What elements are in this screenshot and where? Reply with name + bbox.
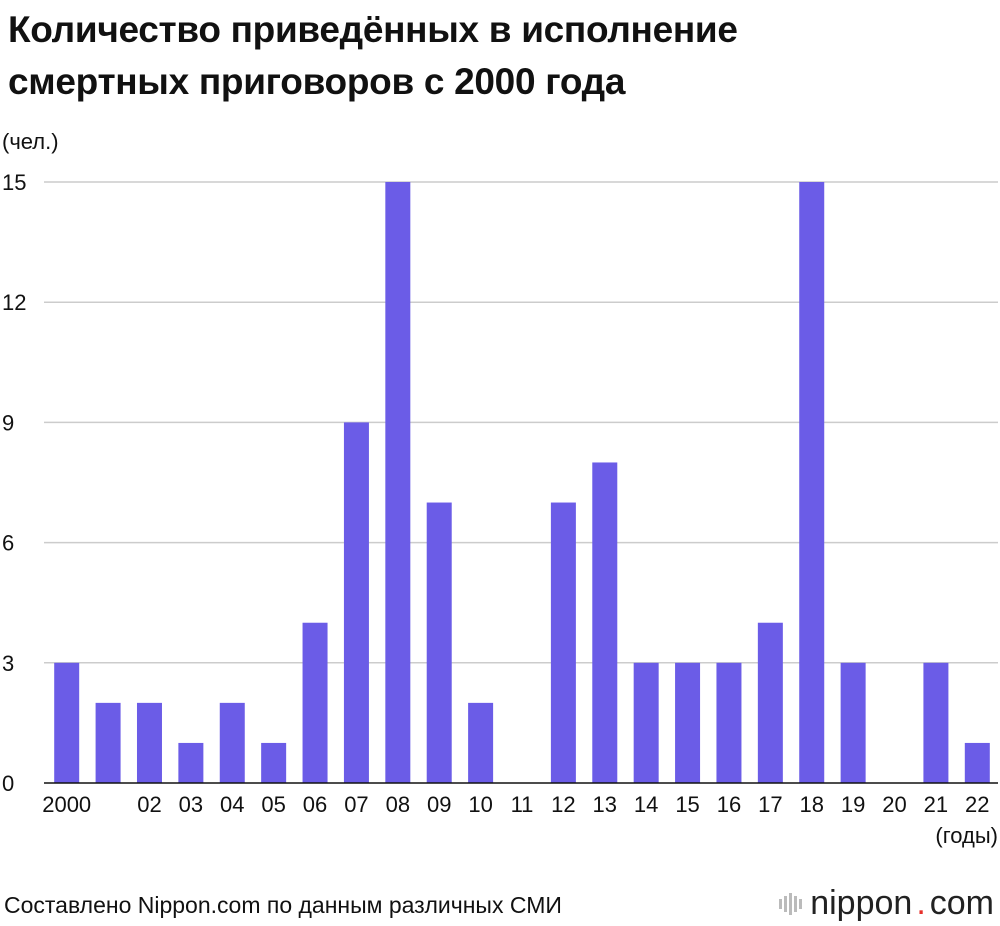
gridlines: [44, 181, 998, 664]
bar: [716, 662, 742, 783]
x-tick-label: 03: [179, 792, 203, 817]
y-axis-unit-label: (чел.): [2, 129, 59, 154]
bar: [136, 702, 162, 783]
y-tick-label: 15: [2, 170, 26, 195]
x-tick-label: 19: [841, 792, 865, 817]
x-tick-label: 12: [551, 792, 575, 817]
x-tick-label: 07: [344, 792, 368, 817]
y-tick-label: 9: [2, 410, 14, 435]
bar: [302, 622, 328, 783]
bar: [840, 662, 866, 783]
chart-title-line-2: смертных приговоров с 2000 года: [8, 61, 626, 102]
x-tick-label: 13: [593, 792, 617, 817]
bar: [385, 182, 411, 783]
bar: [426, 502, 452, 783]
bar: [219, 702, 245, 783]
x-tick-labels: 2000 02 03 04 05 06 07 08 09 10 11 12 13 14 15 16 17 18 19…: [42, 792, 989, 817]
x-tick-label: 02: [137, 792, 161, 817]
x-tick-label: 21: [924, 792, 948, 817]
x-tick-label: 11: [511, 792, 534, 817]
x-tick-label: 22: [965, 792, 989, 817]
x-tick-label: 2000: [42, 792, 91, 817]
bar: [261, 742, 287, 783]
bar: [757, 622, 783, 783]
x-tick-label: 06: [303, 792, 327, 817]
source-note: Составлено Nippon.com по данным различны…: [4, 892, 562, 918]
x-axis-unit-label: (годы): [935, 823, 998, 848]
bar: [550, 502, 576, 783]
bar: [592, 462, 618, 783]
logo-suffix: com: [929, 884, 994, 922]
bar: [923, 662, 949, 783]
x-tick-label: 08: [386, 792, 410, 817]
bar: [178, 742, 204, 783]
bar: [468, 702, 494, 783]
bar: [54, 662, 80, 783]
y-tick-label: 0: [2, 771, 14, 796]
x-tick-label: 10: [468, 792, 492, 817]
x-tick-label: 17: [758, 792, 782, 817]
x-tick-label: 20: [882, 792, 906, 817]
logo-mark-icon: [779, 892, 803, 915]
x-tick-label: 15: [675, 792, 699, 817]
bar: [799, 182, 825, 783]
x-tick-label: 18: [799, 792, 823, 817]
chart-title: Количество приведённых в исполнение смер…: [8, 4, 968, 108]
x-tick-label: 14: [634, 792, 658, 817]
logo-dot: .: [916, 884, 926, 922]
y-tick-label: 6: [2, 531, 14, 556]
bar: [964, 742, 990, 783]
x-tick-label: 09: [427, 792, 451, 817]
y-tick-label: 12: [2, 290, 26, 315]
y-tick-labels: 0 3 6 9 12 15: [2, 170, 26, 796]
nippon-logo: nippon. com: [779, 884, 994, 923]
x-tick-label: 04: [220, 792, 244, 817]
y-tick-label: 3: [2, 651, 14, 676]
x-tick-label: 05: [261, 792, 285, 817]
chart-title-line-1: Количество приведённых в исполнение: [8, 9, 738, 50]
bars: [54, 182, 990, 783]
bar: [343, 422, 369, 783]
bar: [675, 662, 701, 783]
bar: [95, 702, 121, 783]
x-tick-label: 16: [717, 792, 741, 817]
logo-name: nippon: [810, 884, 913, 922]
bar: [633, 662, 659, 783]
